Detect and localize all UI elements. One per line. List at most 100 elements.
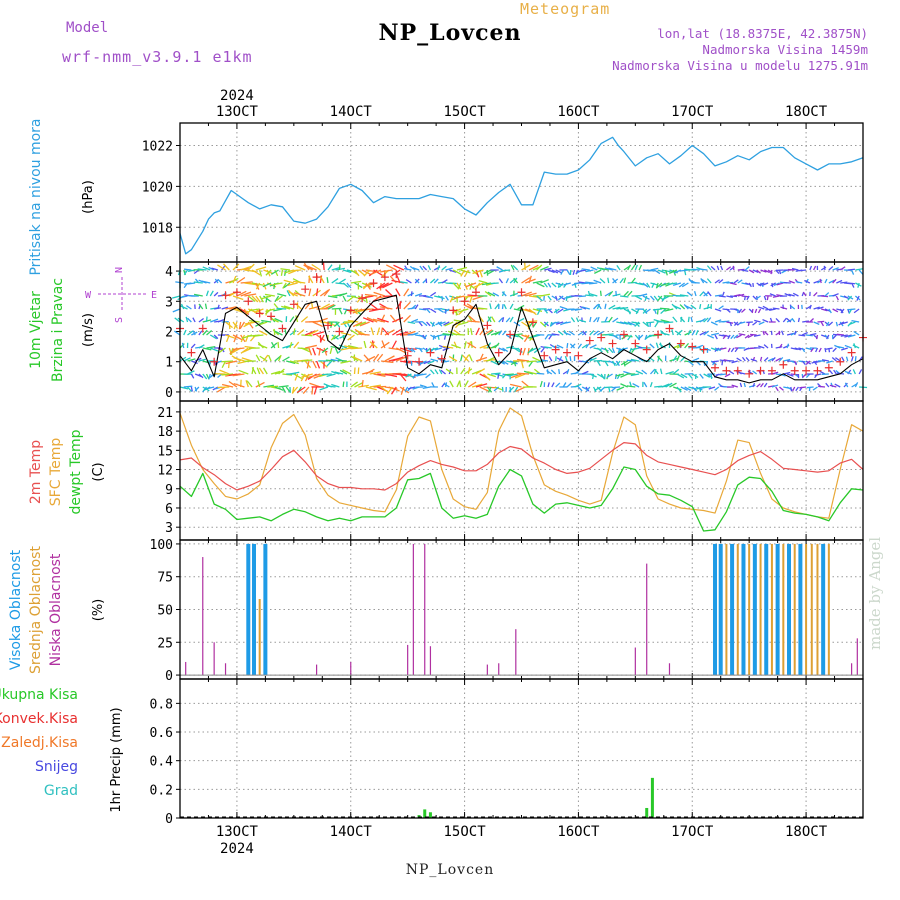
wind-arrow <box>730 334 735 340</box>
wind-arrow <box>828 308 832 314</box>
time-label-bottom: 14OCT <box>330 824 373 840</box>
wind-arrow <box>604 316 608 323</box>
wind-arrow <box>604 347 609 354</box>
wind-arrow <box>501 386 504 392</box>
wind-arrow <box>839 308 844 314</box>
wind-arrow <box>263 384 274 388</box>
wind-arrow <box>764 269 770 274</box>
wind-arrow <box>596 360 601 367</box>
wind-arrow <box>794 330 797 336</box>
wind-arrow <box>277 341 280 349</box>
wind-arrow <box>779 373 786 377</box>
wind-arrow <box>225 306 237 310</box>
wind-arrow <box>824 292 830 297</box>
wind-arrow <box>788 293 795 297</box>
wind-arrow <box>304 330 316 336</box>
wind-arrow <box>255 295 261 303</box>
wind-arrow <box>467 294 480 297</box>
wind-arrow <box>627 308 631 315</box>
wind-arrow <box>572 269 576 276</box>
wind-arrow <box>812 386 818 391</box>
wind-arrow <box>281 386 287 393</box>
wind-gust-marker <box>563 348 572 357</box>
wind-arrow <box>443 321 450 326</box>
wind-arrow <box>465 282 477 288</box>
cloud-bar-mid <box>810 543 813 676</box>
wind-arrow <box>792 386 796 392</box>
y-tick-label: 100 <box>150 538 173 553</box>
wind-arrow <box>707 334 715 339</box>
wind-arrow <box>244 293 257 297</box>
wind-arrow <box>821 308 828 312</box>
wind-arrow <box>346 282 352 289</box>
wind-gust-marker <box>699 345 708 354</box>
wind-arrow <box>585 269 594 273</box>
wind-axis-label-1: 10m Vjetar <box>28 291 44 369</box>
wind-arrow <box>826 334 830 340</box>
wind-arrow <box>227 360 230 369</box>
wind-arrow <box>733 321 739 327</box>
wind-arrow <box>464 269 469 277</box>
panel-background <box>180 679 863 818</box>
wind-arrow <box>251 282 264 286</box>
wind-arrow <box>289 342 293 349</box>
wind-arrow <box>791 267 799 271</box>
wind-gust-marker <box>426 348 435 357</box>
wind-arrow <box>494 386 504 391</box>
wind-arrow <box>492 292 500 297</box>
wind-arrow <box>174 330 181 336</box>
wind-arrow <box>544 334 549 340</box>
wind-arrow <box>521 291 532 297</box>
wind-arrow <box>593 317 598 323</box>
wind-arrow <box>493 386 500 392</box>
wind-arrow <box>684 386 692 392</box>
wind-arrow <box>738 333 746 336</box>
wind-arrow <box>805 360 811 365</box>
wind-arrow <box>183 329 187 336</box>
wind-arrow <box>765 308 773 311</box>
wind-arrow <box>536 295 543 302</box>
wind-arrow <box>369 341 378 349</box>
wind-arrow <box>836 333 845 336</box>
wind-arrow <box>663 321 674 324</box>
wind-arrow <box>477 307 488 310</box>
temp-unit-label: (C) <box>91 462 106 481</box>
wind-arrow <box>385 289 393 297</box>
wind-arrow <box>762 330 765 336</box>
wind-arrow <box>544 267 552 271</box>
wind-arrow <box>835 357 841 362</box>
wind-arrow <box>652 334 662 337</box>
wind-arrow <box>334 321 341 328</box>
wind-arrow <box>611 360 616 367</box>
wind-arrow <box>293 292 306 297</box>
wind-arrow <box>737 268 745 271</box>
wind-arrow <box>469 295 473 303</box>
wind-arrow <box>232 373 245 377</box>
wind-arrow <box>283 305 295 310</box>
wind-arrow <box>776 282 784 286</box>
wind-arrow <box>699 268 708 271</box>
wind-arrow <box>642 321 649 327</box>
wind-arrow <box>665 382 673 388</box>
cloud-bar-low <box>634 647 636 676</box>
wind-arrow <box>615 373 625 377</box>
wind-arrow <box>727 347 731 353</box>
cloud-bar-high <box>787 543 792 676</box>
wind-arrow <box>828 369 834 375</box>
wind-arrow <box>514 373 526 379</box>
wind-arrow <box>265 269 272 276</box>
wind-arrow <box>362 317 374 323</box>
wind-arrow <box>676 355 680 362</box>
wind-arrow <box>360 308 374 311</box>
wind-arrow <box>386 264 397 271</box>
wind-arrow <box>559 295 566 301</box>
wind-arrow <box>274 317 283 323</box>
time-label-bottom: 18OCT <box>785 824 828 840</box>
wind-arrow <box>185 316 189 323</box>
wind-arrow <box>214 278 219 284</box>
wind-arrow <box>820 266 827 271</box>
wind-arrow <box>484 291 492 297</box>
y-tick-label: 0.6 <box>150 726 173 741</box>
wind-arrow <box>597 303 602 310</box>
wind-arrow <box>854 382 859 388</box>
